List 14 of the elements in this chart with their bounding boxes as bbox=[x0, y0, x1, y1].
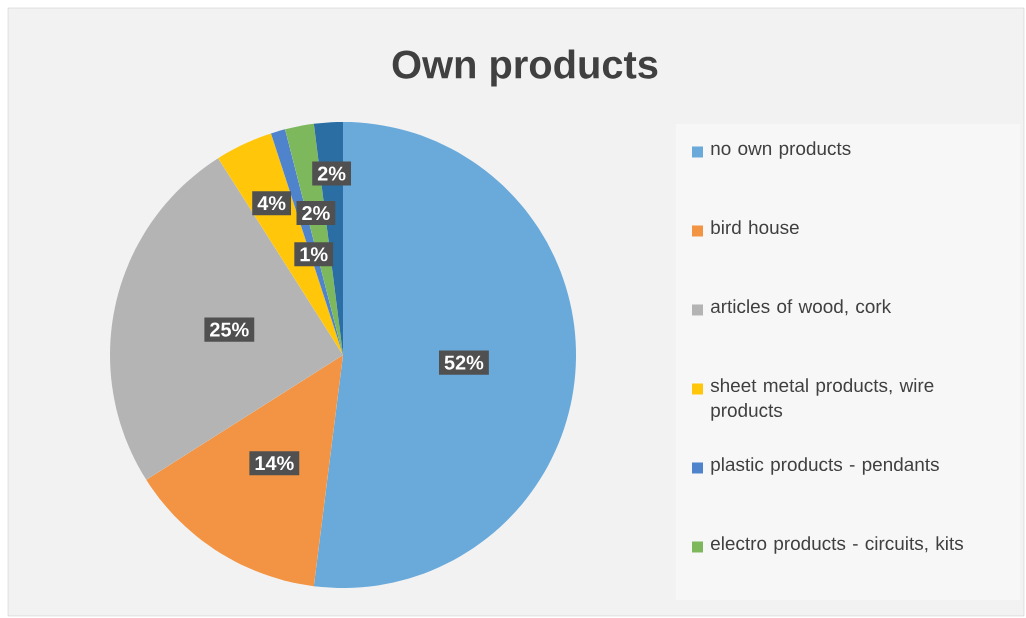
legend-label: bird house bbox=[711, 220, 799, 235]
data-label: 2% bbox=[317, 166, 346, 181]
legend-label: no own products bbox=[711, 141, 851, 159]
data-label: 4% bbox=[257, 196, 286, 211]
data-label: 25% bbox=[210, 322, 249, 337]
data-label: 1% bbox=[300, 247, 328, 262]
legend-label: plastic products - pendants bbox=[711, 457, 939, 475]
data-label: 52% bbox=[444, 355, 484, 370]
legend-label: sheet metal products, wire products bbox=[710, 378, 934, 421]
chart-title: Own products bbox=[392, 49, 658, 87]
data-label: 2% bbox=[302, 206, 330, 221]
legend-label: articles of wood, cork bbox=[711, 299, 892, 316]
legend-label: electro products - circuits, kits bbox=[711, 536, 963, 554]
data-label: 14% bbox=[255, 456, 294, 471]
